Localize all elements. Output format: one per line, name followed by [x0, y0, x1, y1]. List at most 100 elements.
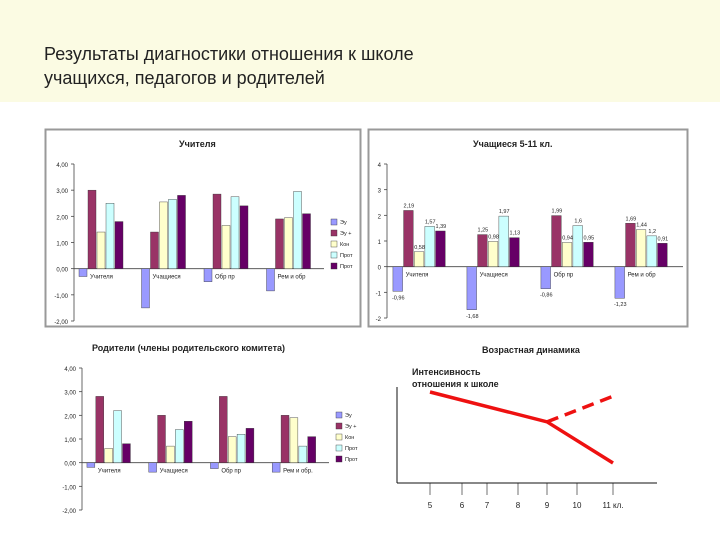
- data-label: 1,13: [510, 231, 521, 237]
- data-label: 1,39: [436, 224, 447, 230]
- legend-label: Эу +: [345, 424, 356, 430]
- bar: [157, 415, 166, 463]
- y-tick-label: 3,00: [56, 189, 68, 195]
- y-tick-label: -2,00: [62, 509, 76, 515]
- legend-label: Прот: [345, 446, 358, 452]
- data-label: 0,95: [584, 235, 595, 241]
- bar: [148, 462, 157, 473]
- category-label: Обр пр: [215, 275, 235, 281]
- category-label: Учащиеся: [153, 275, 181, 281]
- legend-swatch: [330, 251, 338, 259]
- bar: [280, 415, 290, 463]
- legend-label: Прот: [340, 264, 353, 270]
- legend-label: Кон: [345, 435, 354, 441]
- chart-title: Учащиеся 5-11 кл.: [473, 139, 552, 149]
- chart-teachers: Учителя 4,00 3,00 2,00 1,00 0,00 -1,00 -2,00 Учи…: [44, 128, 362, 328]
- x-tick-label: 6: [460, 501, 465, 510]
- y-tick-label: 2: [378, 214, 382, 220]
- bar: [414, 251, 425, 267]
- bar: [230, 196, 240, 269]
- y-tick-label: -2: [376, 317, 382, 323]
- x-tick-label: 11 кл.: [602, 501, 623, 510]
- category-label: Рем и обр: [278, 275, 307, 281]
- bar: [239, 205, 249, 269]
- bar: [572, 225, 583, 267]
- legend-swatch: [330, 262, 338, 270]
- bar: [96, 231, 106, 269]
- y-tick-label: -1,00: [62, 485, 76, 491]
- bar: [466, 266, 477, 310]
- category-label: Обр пр: [554, 273, 574, 279]
- bar: [562, 242, 573, 267]
- category-label: Обр пр: [221, 469, 241, 475]
- bar: [614, 266, 625, 299]
- bar: [289, 417, 299, 463]
- bar: [87, 189, 97, 269]
- bar: [498, 215, 509, 267]
- bar: [221, 225, 231, 269]
- data-label: 1,97: [499, 209, 510, 215]
- chart-svg: Учащиеся 5-11 кл. 4 3 2 1 0 -1 -2 Учителя -0,96 2,…: [367, 128, 689, 328]
- bar: [105, 203, 115, 269]
- chart-parents: Родители (члены родительского комитета) 4…: [44, 335, 362, 530]
- category-label: Учителя: [406, 273, 429, 279]
- bar: [540, 266, 551, 289]
- legend-label: Эу: [340, 220, 347, 226]
- bar: [293, 191, 302, 269]
- category-label: Рем и обр.: [283, 469, 313, 475]
- x-tick-label: 10: [573, 501, 582, 510]
- data-label: 1,57: [425, 219, 436, 225]
- bar: [245, 428, 255, 463]
- y-tick-label: -1,00: [54, 294, 68, 300]
- y-tick-label: 4: [378, 163, 382, 169]
- bar: [113, 410, 122, 463]
- bar: [168, 199, 177, 269]
- bar: [435, 230, 446, 267]
- chart-title: Возрастная динамика: [482, 345, 581, 355]
- bar: [298, 445, 307, 463]
- bar: [141, 268, 150, 309]
- y-tick-label: 0: [378, 266, 382, 272]
- chart-age-dynamics: Возрастная динамика Интенсивность отношени…: [367, 335, 689, 530]
- bar: [583, 242, 594, 267]
- chart-students: Учащиеся 5-11 кл. 4 3 2 1 0 -1 -2 Учителя -0,96 2,…: [367, 128, 689, 328]
- bar: [210, 462, 219, 469]
- data-label: 0,94: [562, 236, 573, 242]
- y-tick-label: 2,00: [56, 215, 68, 221]
- y-tick-label: 0,00: [56, 268, 68, 274]
- data-label: 2,19: [404, 203, 415, 209]
- legend-label: Эу +: [340, 231, 351, 237]
- category-label: Учащиеся: [480, 273, 508, 279]
- y-tick-label: 4,00: [56, 163, 68, 169]
- legend-swatch: [330, 240, 338, 248]
- bar: [625, 223, 636, 267]
- legend-label: Эу: [345, 413, 352, 419]
- bar: [166, 445, 175, 463]
- category-label: Учащиеся: [160, 469, 188, 475]
- bar: [159, 201, 168, 269]
- bar: [86, 462, 96, 468]
- bar: [302, 213, 311, 269]
- bar: [104, 448, 113, 463]
- y-tick-label: 0,00: [64, 462, 76, 468]
- bar: [95, 396, 104, 463]
- data-label: 0,58: [414, 245, 425, 251]
- chart-svg: Возрастная динамика Интенсивность отношени…: [396, 345, 657, 510]
- page-title-line-2: учащихся, педагогов и родителей: [44, 68, 325, 88]
- data-label: -1,23: [614, 302, 627, 308]
- chart-title: Родители (члены родительского комитета): [92, 343, 285, 353]
- bar: [236, 434, 246, 463]
- bar: [307, 436, 316, 463]
- category-label: Учителя: [90, 275, 113, 281]
- bar: [403, 210, 414, 267]
- data-label: 1,44: [636, 223, 647, 229]
- bar: [271, 462, 281, 473]
- y-tick-label: -1: [376, 291, 382, 297]
- bar: [175, 429, 184, 463]
- bar: [266, 268, 275, 292]
- legend-swatch: [335, 422, 343, 430]
- legend-label: Прот: [340, 253, 353, 259]
- data-label: -0,96: [392, 295, 405, 301]
- bar: [477, 234, 488, 267]
- legend-swatch: [330, 229, 338, 237]
